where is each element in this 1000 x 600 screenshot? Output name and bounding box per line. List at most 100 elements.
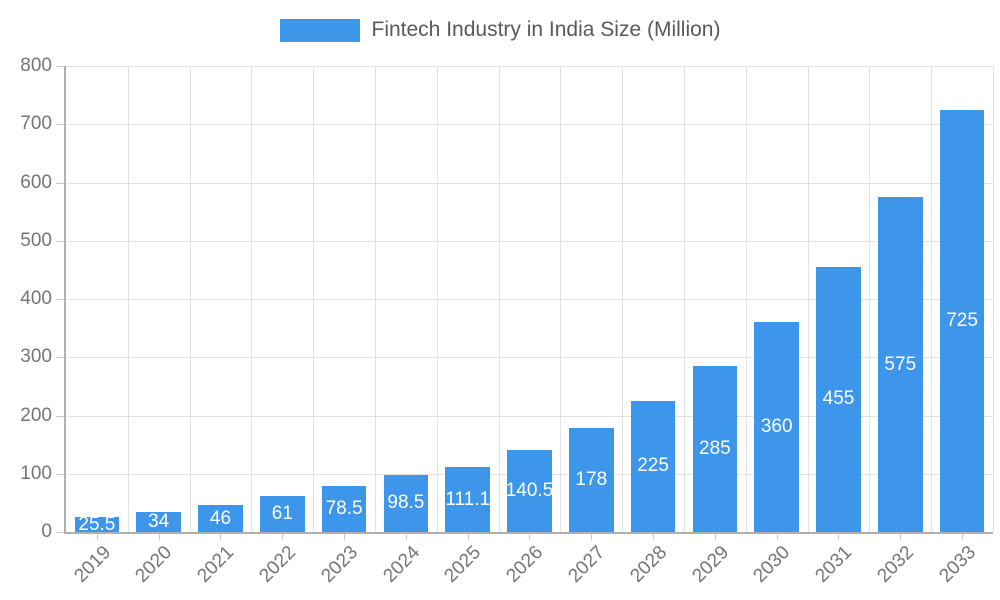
v-gridline bbox=[560, 66, 562, 532]
bar-value-label: 575 bbox=[884, 353, 917, 375]
v-gridline bbox=[622, 66, 624, 532]
bar-value-label: 46 bbox=[209, 507, 232, 529]
x-axis-label: 2031 bbox=[811, 542, 857, 587]
bar-value-label: 34 bbox=[148, 511, 170, 533]
x-axis-label: 2026 bbox=[502, 542, 548, 587]
v-gridline bbox=[807, 66, 809, 532]
y-axis-tick bbox=[56, 240, 64, 242]
y-axis-label: 0 bbox=[41, 521, 52, 542]
h-gridline bbox=[66, 415, 993, 417]
bar-value-label: 455 bbox=[822, 388, 855, 410]
category-slot: 46 2021 bbox=[190, 66, 252, 587]
x-axis-tick bbox=[591, 534, 593, 540]
y-axis-label: 200 bbox=[20, 404, 52, 426]
bar[interactable] bbox=[74, 517, 120, 532]
x-axis-tick bbox=[220, 534, 222, 540]
bar[interactable] bbox=[692, 366, 738, 532]
h-gridline bbox=[66, 124, 993, 126]
y-axis-tick bbox=[56, 66, 64, 67]
y-axis-tick bbox=[56, 532, 64, 533]
y-axis-tick bbox=[56, 357, 64, 359]
x-axis-tick bbox=[344, 534, 346, 540]
category-slot: 25.5 2019 bbox=[66, 66, 128, 587]
bar-value-label: 178 bbox=[575, 469, 608, 491]
category-slot: 360 2030 bbox=[746, 66, 808, 587]
category-slot: 455 2031 bbox=[808, 66, 870, 587]
bar-value-label: 225 bbox=[637, 455, 669, 477]
legend-swatch bbox=[279, 18, 360, 42]
y-axis-label: 100 bbox=[20, 462, 52, 484]
v-gridline bbox=[313, 66, 315, 532]
bar-value-label: 140.5 bbox=[505, 480, 554, 502]
bar[interactable] bbox=[630, 400, 676, 532]
x-axis-label: 2020 bbox=[131, 542, 177, 587]
h-gridline bbox=[66, 299, 993, 300]
bar-value-label: 61 bbox=[271, 503, 293, 525]
x-axis-tick bbox=[405, 534, 407, 540]
bar[interactable] bbox=[816, 266, 861, 532]
bar[interactable] bbox=[878, 197, 923, 532]
x-axis-label: 2032 bbox=[873, 542, 919, 587]
y-axis-tick bbox=[56, 415, 64, 417]
x-axis-tick bbox=[900, 534, 902, 540]
x-axis-tick bbox=[714, 534, 716, 540]
x-axis-tick bbox=[158, 534, 160, 540]
y-axis-label: 500 bbox=[20, 229, 52, 251]
bar-value-label: 111.1 bbox=[445, 488, 491, 510]
v-gridline bbox=[127, 66, 129, 532]
v-gridline bbox=[683, 66, 685, 532]
v-gridline bbox=[993, 66, 994, 532]
v-gridline bbox=[931, 66, 933, 532]
bar-value-label: 98.5 bbox=[387, 492, 425, 514]
v-gridline bbox=[251, 66, 253, 532]
chart-legend[interactable]: Fintech Industry in India Size (Million) bbox=[0, 18, 1000, 42]
bar[interactable] bbox=[939, 109, 985, 532]
x-axis-label: 2028 bbox=[626, 542, 671, 587]
x-axis-tick bbox=[962, 534, 964, 540]
v-gridline bbox=[498, 66, 500, 532]
category-slot: 725 2033 bbox=[931, 66, 993, 587]
bar[interactable] bbox=[754, 322, 799, 532]
bar[interactable] bbox=[321, 486, 367, 532]
x-axis-label: 2019 bbox=[69, 542, 115, 587]
x-axis-tick bbox=[282, 534, 284, 540]
bar[interactable] bbox=[445, 467, 490, 532]
legend-label: Fintech Industry in India Size (Million) bbox=[371, 18, 721, 41]
h-gridline bbox=[66, 182, 993, 184]
y-axis-tick bbox=[56, 124, 64, 126]
x-axis-label: 2030 bbox=[749, 542, 795, 587]
x-axis-tick bbox=[467, 534, 469, 540]
category-slot: 178 2027 bbox=[560, 66, 622, 587]
x-axis-tick bbox=[529, 534, 531, 540]
h-gridline bbox=[66, 357, 993, 359]
x-axis-label: 2024 bbox=[378, 542, 424, 587]
y-axis-label: 300 bbox=[20, 346, 52, 368]
bar[interactable] bbox=[136, 512, 181, 532]
bar[interactable] bbox=[507, 450, 552, 532]
x-axis-label: 2027 bbox=[564, 542, 610, 587]
bar-value-label: 285 bbox=[699, 438, 731, 459]
category-slot: 34 2020 bbox=[128, 66, 190, 587]
x-axis-label: 2021 bbox=[193, 542, 239, 587]
category-slot: 78.5 2023 bbox=[313, 66, 375, 587]
y-axis-label: 700 bbox=[20, 113, 52, 135]
category-slot: 575 2032 bbox=[869, 66, 931, 587]
category-slot: 111.1 2025 bbox=[437, 66, 499, 587]
category-slot: 98.5 2024 bbox=[375, 66, 437, 587]
bar[interactable] bbox=[198, 505, 243, 532]
y-axis-tick bbox=[56, 473, 64, 475]
y-axis-label: 600 bbox=[20, 171, 52, 193]
bar-value-label: 25.5 bbox=[78, 513, 116, 535]
y-axis-labels: 0 100 200 300 400 500 600 700 800 bbox=[0, 55, 52, 542]
y-axis-tick bbox=[56, 299, 64, 300]
v-gridline bbox=[869, 66, 871, 532]
x-axis-label: 2033 bbox=[935, 542, 980, 587]
v-gridline bbox=[745, 66, 747, 532]
x-axis-tick bbox=[838, 534, 840, 540]
bar[interactable] bbox=[569, 428, 614, 532]
bar[interactable] bbox=[383, 474, 429, 532]
bar[interactable] bbox=[260, 496, 305, 532]
x-axis-label: 2022 bbox=[255, 542, 301, 587]
x-axis-tick bbox=[776, 534, 778, 540]
y-axis-label: 800 bbox=[20, 55, 52, 76]
